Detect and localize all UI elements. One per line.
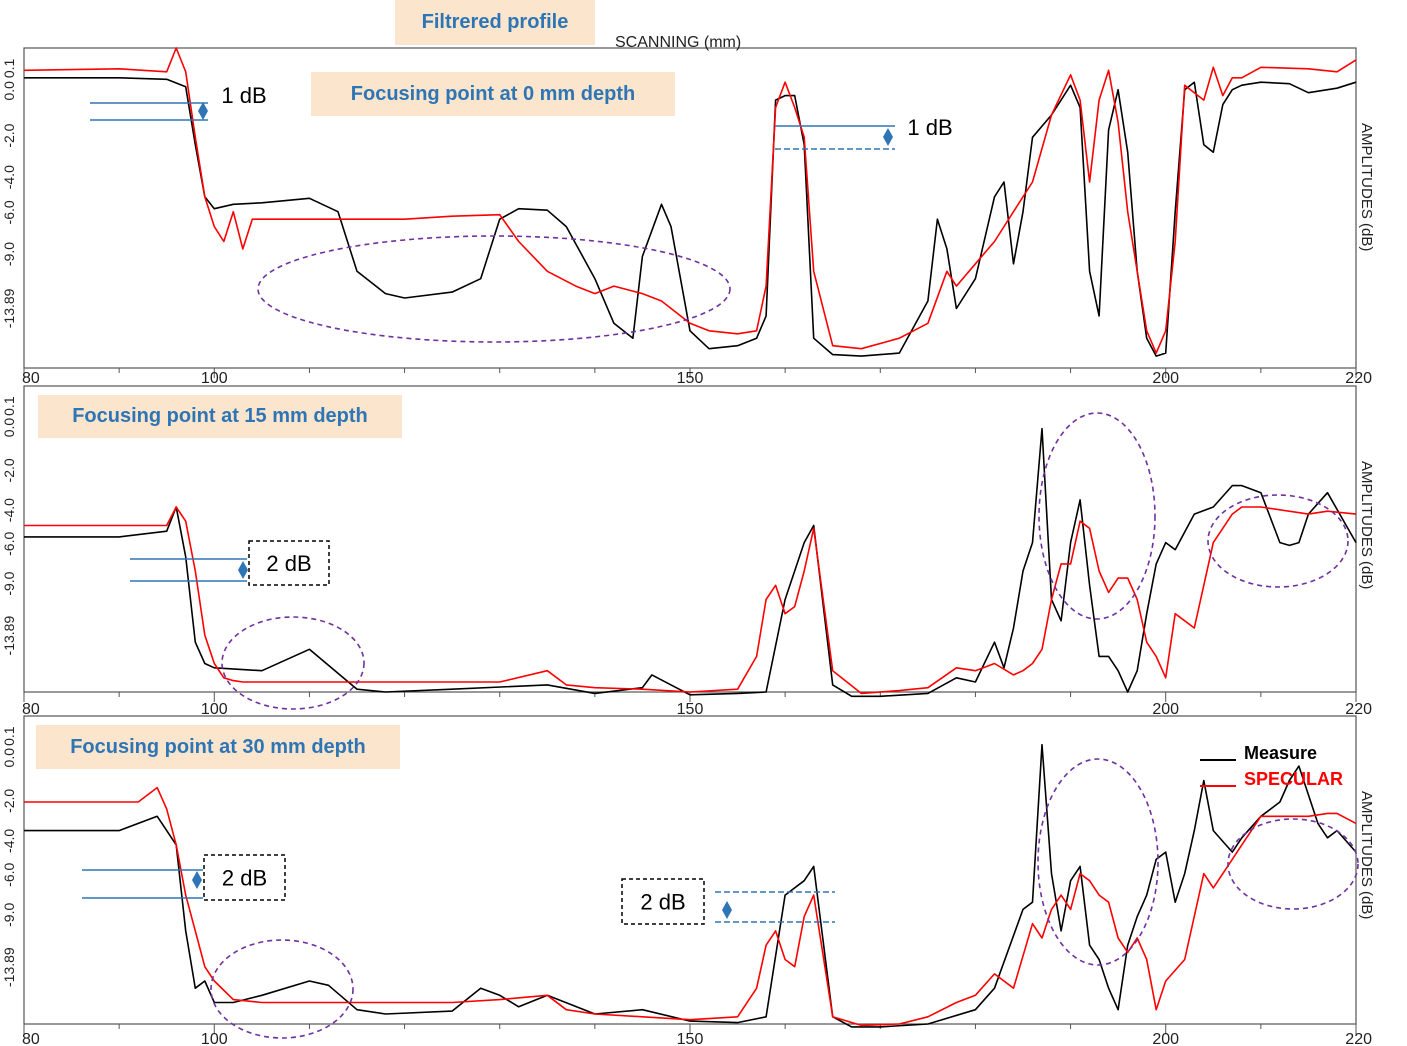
- x-tick-label: 100: [201, 370, 228, 387]
- x-tick-label: 80: [22, 370, 40, 387]
- highlight-ellipse: [210, 939, 354, 1039]
- series-line-measure: [24, 427, 1357, 698]
- y-tick-label: -9.0: [1, 903, 17, 927]
- db-annotation-box: [248, 540, 330, 586]
- x-tick-label: 150: [677, 370, 704, 387]
- y-tick-label: -6.0: [1, 200, 17, 224]
- legend-swatch-measure: [1200, 759, 1236, 761]
- x-tick-label: 220: [1345, 1031, 1372, 1046]
- highlight-ellipse: [1207, 494, 1349, 588]
- y-tick-label: 0.1: [1, 396, 17, 416]
- panel-3-title: Focusing point at 30 mm depth: [36, 725, 400, 769]
- y-tick-label: -4.0: [1, 829, 17, 853]
- highlight-ellipse: [1227, 818, 1359, 910]
- y-tick-label: -4.0: [1, 165, 17, 189]
- y-tick-label: -2.0: [1, 789, 17, 813]
- y-tick-label: 0.0: [1, 418, 17, 438]
- y-axis-label: AMPLITUDES (dB): [1358, 123, 1375, 251]
- chart-legend: Measure SPECULAR: [1200, 740, 1343, 792]
- legend-label-measure: Measure: [1244, 743, 1318, 763]
- y-tick-label: -2.0: [1, 123, 17, 147]
- y-tick-label: -13.89: [1, 288, 17, 328]
- y-tick-label: 0.1: [1, 58, 17, 78]
- y-tick-label: 0.0: [1, 748, 17, 768]
- x-tick-label: 80: [22, 701, 40, 718]
- y-tick-label: -2.0: [1, 458, 17, 482]
- y-tick-label: -6.0: [1, 862, 17, 886]
- y-tick-label: -13.89: [1, 616, 17, 656]
- x-tick-label: 150: [677, 701, 704, 718]
- db-diamond-marker: [722, 901, 732, 919]
- highlight-ellipse: [1038, 412, 1156, 620]
- highlight-ellipse: [1037, 758, 1159, 966]
- legend-label-specular: SPECULAR: [1244, 769, 1344, 789]
- panel-1-title: Focusing point at 0 mm depth: [311, 72, 675, 116]
- y-tick-label: 0.0: [1, 81, 17, 101]
- db-diamond-marker: [198, 102, 208, 120]
- series-line-measure: [24, 77, 1357, 357]
- db-annotation: 1 dB: [221, 83, 266, 108]
- filtered-profile-badge: Filtrered profile: [395, 0, 595, 45]
- y-axis-label: AMPLITUDES (dB): [1358, 791, 1375, 919]
- legend-swatch-specular: [1200, 785, 1236, 787]
- highlight-ellipse: [221, 616, 365, 710]
- series-line-specular: [24, 506, 1357, 695]
- panel-2-title: Focusing point at 15 mm depth: [38, 395, 402, 438]
- x-tick-label: 100: [201, 1031, 228, 1046]
- db-annotation: 2 dB: [266, 551, 311, 576]
- x-tick-label: 80: [22, 1031, 40, 1046]
- y-tick-label: -9.0: [1, 242, 17, 266]
- db-annotation: 2 dB: [640, 890, 685, 915]
- db-diamond-marker: [238, 561, 248, 579]
- highlight-ellipse: [257, 235, 731, 343]
- x-tick-label: 150: [677, 1031, 704, 1046]
- series-line-specular: [23, 47, 1357, 354]
- series-line-measure: [24, 743, 1357, 1028]
- y-tick-label: -4.0: [1, 498, 17, 522]
- db-diamond-marker: [883, 128, 893, 146]
- db-diamond-marker: [192, 871, 202, 889]
- y-axis-label: AMPLITUDES (dB): [1358, 461, 1375, 589]
- x-tick-label: 100: [201, 701, 228, 718]
- x-tick-label: 200: [1152, 370, 1179, 387]
- series-line-specular: [24, 786, 1357, 1027]
- db-annotation: 1 dB: [907, 115, 952, 140]
- x-tick-label: 200: [1152, 1031, 1179, 1046]
- db-annotation: 2 dB: [222, 866, 267, 891]
- scanning-axis-title: SCANNING (mm): [615, 34, 742, 51]
- db-annotation-box: [621, 878, 705, 925]
- x-tick-label: 200: [1152, 701, 1179, 718]
- panel-1: 80 100 150 200 220 0.1 0.0 -2.0 -4.0 -6.0 -9.0 -13.…: [1, 47, 1375, 387]
- y-tick-label: 0.1: [1, 726, 17, 746]
- x-tick-label: 220: [1345, 701, 1372, 718]
- y-tick-label: -9.0: [1, 571, 17, 595]
- y-tick-label: -13.89: [1, 947, 17, 987]
- plot-frame: [23, 47, 1357, 369]
- x-tick-label: 220: [1345, 370, 1372, 387]
- db-annotation-box: [203, 854, 286, 901]
- y-tick-label: -6.0: [1, 532, 17, 556]
